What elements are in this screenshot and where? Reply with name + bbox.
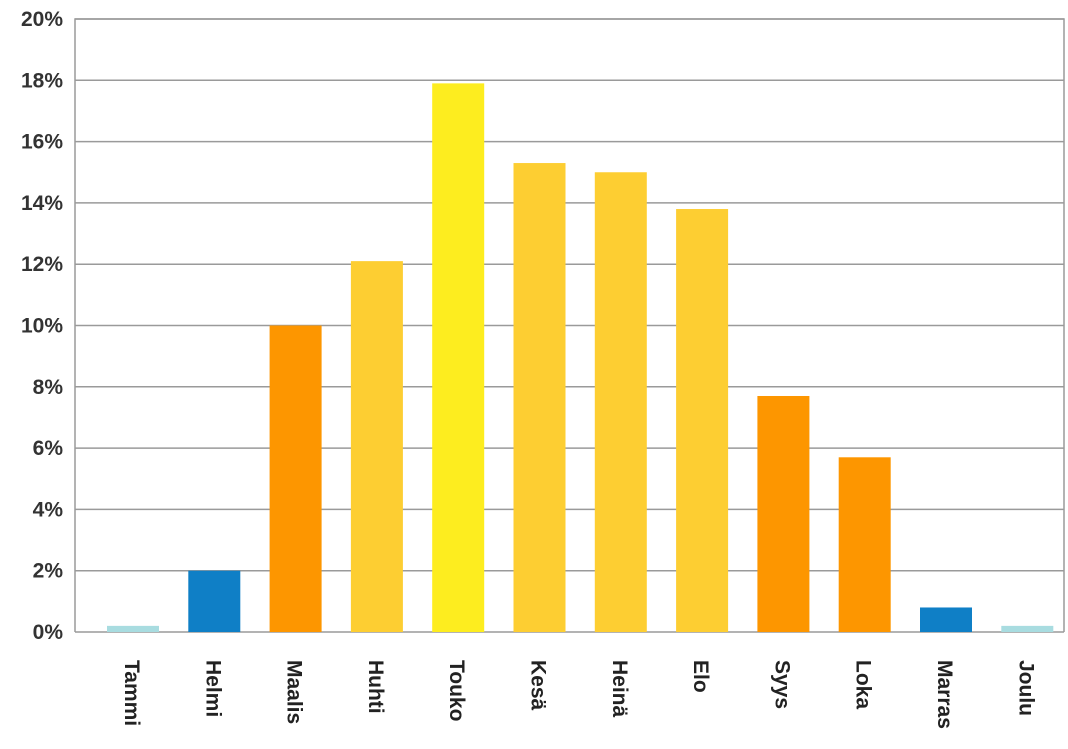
y-tick-label: 20% xyxy=(21,8,63,31)
x-category-label: Heinä xyxy=(608,660,631,718)
bars xyxy=(107,83,1054,633)
bar-loka xyxy=(838,457,891,632)
bar-syys xyxy=(757,395,810,632)
x-category-label: Huhti xyxy=(364,660,387,714)
bar-kes- xyxy=(513,163,566,632)
y-tick-label: 12% xyxy=(21,253,63,276)
x-category-label: Helmi xyxy=(201,660,224,717)
bar-elo xyxy=(676,209,729,632)
bar-huhti xyxy=(350,261,403,632)
y-tick-label: 10% xyxy=(21,315,63,338)
x-category-label: Maalis xyxy=(283,660,306,724)
y-tick-label: 18% xyxy=(21,69,63,92)
x-category-label: Syys xyxy=(770,660,793,709)
y-tick-label: 0% xyxy=(33,621,64,644)
bar-tammi xyxy=(107,625,159,632)
bar-hein- xyxy=(594,172,647,632)
x-category-label: Elo xyxy=(689,660,712,693)
grid-lines xyxy=(74,18,1065,633)
x-category-label: Loka xyxy=(852,660,875,709)
x-category-label: Tammi xyxy=(120,660,143,726)
y-tick-label: 6% xyxy=(33,437,64,460)
x-category-label: Kesä xyxy=(527,660,550,711)
x-axis-labels: Tammi Helmi Maalis Huhti Touko Kesä Heinä Elo Sy… xyxy=(120,660,1037,729)
y-tick-label: 2% xyxy=(33,560,64,583)
y-tick-label: 4% xyxy=(33,498,64,521)
bar-marras xyxy=(920,607,972,632)
x-category-label: Joulu xyxy=(1014,660,1037,716)
y-tick-label: 14% xyxy=(21,192,63,215)
bar-helmi xyxy=(188,570,241,632)
y-tick-label: 16% xyxy=(21,131,63,154)
bar-touko xyxy=(432,83,485,633)
bar-joulu xyxy=(1001,625,1054,632)
x-category-label: Touko xyxy=(445,660,468,721)
x-category-label: Marras xyxy=(933,660,956,729)
y-tick-label: 8% xyxy=(33,376,64,399)
bar-maalis xyxy=(269,325,322,632)
y-axis-ticks: 0% 2% 4% 6% 8% 10% 12% 14% 16% 18% 20% xyxy=(21,8,63,644)
